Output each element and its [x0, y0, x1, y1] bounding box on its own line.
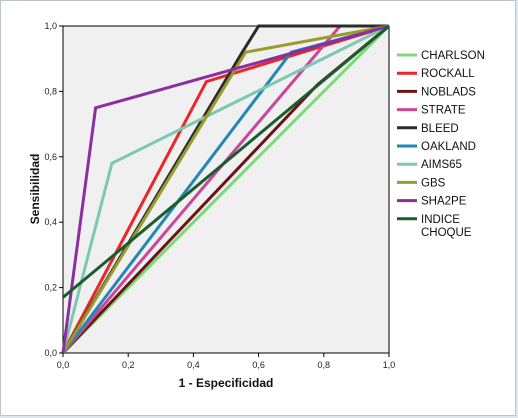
legend-label: GBS: [421, 177, 446, 189]
y-tick-label: 0,6: [44, 152, 57, 162]
x-tick-label: 0,4: [187, 360, 200, 370]
series-line-rockall: [61, 24, 390, 354]
x-tick-label: 1,0: [383, 360, 396, 370]
legend-label: OAKLAND: [421, 141, 476, 153]
x-tick-label: 0,2: [122, 360, 135, 370]
legend-label: CHOQUE: [421, 227, 472, 239]
series-line-indice-choque: [62, 24, 390, 299]
legend-label: ROCKALL: [421, 68, 475, 80]
series-line-charlson: [61, 24, 391, 355]
legend-label: INDICE: [421, 214, 460, 226]
x-tick-label: 0,0: [57, 360, 70, 370]
legend-label: SHA2PE: [421, 196, 467, 208]
y-tick-label: 0,8: [44, 86, 57, 96]
series-group: [61, 24, 391, 355]
series-line-aims65: [61, 24, 390, 354]
x-tick-label: 0,6: [252, 360, 265, 370]
legend-label: BLEED: [421, 123, 459, 135]
legend-label: NOBLADS: [421, 86, 476, 98]
legend: CHARLSON ROCKALL NOBLADS STRATE BLEED OAKLAND…: [397, 50, 485, 239]
x-axis-title: 1 - Especificidad: [179, 376, 274, 390]
y-tick-label: 0,0: [44, 348, 57, 358]
y-tick-label: 0,2: [44, 283, 57, 293]
y-axis-title: Sensibilidad: [28, 154, 42, 225]
legend-label: STRATE: [421, 105, 466, 117]
legend-label: CHARLSON: [421, 50, 485, 62]
series-line-gbs: [61, 24, 390, 354]
legend-label: AIMS65: [421, 159, 462, 171]
series-line-sha2pe: [61, 24, 390, 354]
axes-group: 0,0 0,2 0,4 0,6 0,8 1,0 0,0 0,2 0,4 0,6 0,8 1,0: [44, 21, 395, 370]
x-tick-label: 0,8: [318, 360, 331, 370]
y-tick-label: 1,0: [44, 21, 57, 31]
y-tick-label: 0,4: [44, 217, 57, 227]
